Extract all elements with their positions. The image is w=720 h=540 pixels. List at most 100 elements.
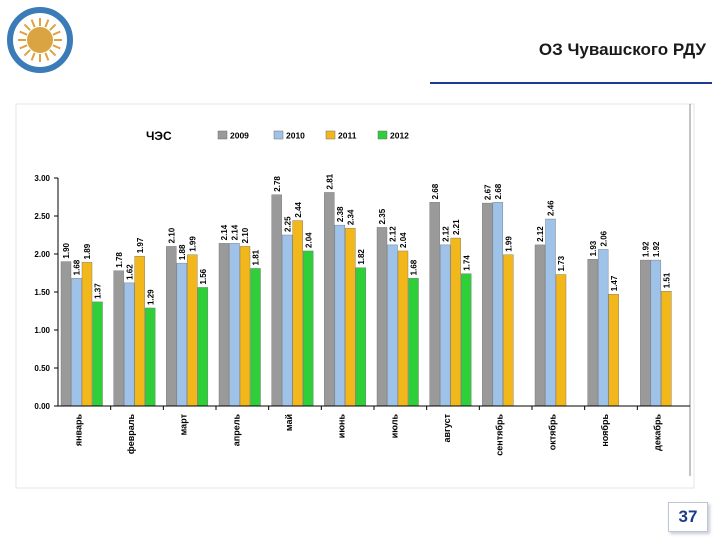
bar-2009-октябрь (534, 244, 546, 407)
bar-value-label: 2.12 (536, 226, 545, 242)
bar-value-label: 2.04 (399, 232, 408, 248)
logo-ray (49, 49, 57, 57)
bar-value-label: 2.78 (273, 176, 282, 192)
bar-2010-февраль (123, 282, 135, 407)
x-tick-label: июнь (337, 414, 347, 439)
bar-value-label: 1.93 (589, 240, 598, 256)
bar-value-label: 1.68 (410, 259, 419, 275)
logo-ray (23, 49, 31, 57)
bars (60, 192, 672, 407)
y-tick-label: 0.50 (34, 364, 50, 373)
x-tick-label: февраль (126, 414, 136, 455)
bar-value-label: 1.92 (652, 241, 661, 257)
logo-sun-icon (27, 27, 53, 53)
x-tick-label: ноябрь (600, 414, 610, 447)
chart-title: ЧЭС (146, 129, 172, 143)
bar-chart: ЧЭС 2009 2010 2011 2012 0.00 0.50 1.00 1.50 2.0… (15, 103, 695, 489)
x-tick-label: январь (73, 414, 83, 447)
bar-value-label: 2.10 (168, 227, 177, 243)
bar-value-label: 2.21 (452, 219, 461, 235)
bar-value-label: 2.14 (220, 224, 229, 240)
logo-ray (52, 30, 61, 36)
bar-labels: 1.901.681.891.371.781.621.971.292.101.88… (62, 173, 671, 305)
bar-2012-май (302, 250, 314, 407)
legend-swatch-2012 (377, 130, 388, 140)
bar-value-label: 1.37 (94, 283, 103, 299)
bar-2009-июль (376, 227, 388, 407)
logo-ray (44, 19, 50, 28)
bar-2011-октябрь (555, 274, 567, 407)
logo-ray (19, 44, 28, 50)
bar-2009-декабрь (640, 259, 651, 407)
bar-2009-январь (60, 261, 72, 407)
bar-2011-май (292, 220, 303, 407)
bar-2009-февраль (113, 270, 124, 407)
legend-label: 2012 (390, 131, 409, 141)
bar-value-label: 1.99 (189, 236, 198, 252)
bar-2012-июль (408, 278, 419, 407)
bar-value-label: 1.97 (136, 237, 145, 253)
bar-2012-август (460, 273, 472, 407)
page-number: 37 (678, 507, 698, 526)
bar-value-label: 1.47 (610, 275, 619, 291)
x-tick-label: апрель (231, 414, 241, 447)
bar-value-label: 1.29 (146, 289, 155, 305)
bar-2011-апрель (239, 246, 251, 407)
logo-ray (23, 23, 31, 31)
logo-ray (30, 52, 36, 61)
bar-value-label: 2.81 (326, 173, 335, 189)
bar-value-label: 2.68 (494, 183, 503, 199)
y-tick-label: 1.00 (34, 326, 50, 335)
header-divider (430, 82, 712, 84)
y-tick-label: 3.00 (34, 174, 50, 183)
page-title: ОЗ Чувашского РДУ (538, 40, 706, 59)
logo-ray (19, 30, 28, 36)
page-number-box: 37 (668, 502, 708, 532)
bar-value-label: 1.56 (199, 268, 208, 284)
bar-2012-апрель (250, 268, 261, 407)
x-tick-label: июль (389, 414, 399, 439)
bar-2012-январь (92, 301, 103, 407)
bar-value-label: 1.89 (83, 243, 92, 259)
x-tick-label: март (179, 413, 189, 435)
bar-2011-январь (81, 262, 93, 407)
bar-value-label: 2.67 (484, 184, 493, 200)
bar-value-label: 1.62 (125, 264, 134, 280)
legend-swatch-2010 (273, 130, 284, 140)
bar-value-label: 2.14 (231, 224, 240, 240)
company-logo (7, 7, 73, 73)
bar-value-label: 1.78 (115, 252, 124, 268)
bar-value-label: 2.04 (304, 232, 313, 248)
bar-value-label: 2.06 (599, 230, 608, 246)
logo-ray (44, 52, 50, 61)
bar-value-label: 1.90 (62, 242, 71, 258)
y-tick-label: 1.50 (34, 288, 50, 297)
bar-value-label: 2.68 (431, 183, 440, 199)
bar-2009-май (271, 194, 282, 407)
bar-2010-июнь (334, 224, 346, 407)
bar-value-label: 1.74 (462, 255, 471, 271)
logo-ring-icon (7, 7, 73, 73)
bar-2010-май (281, 234, 293, 407)
bar-value-label: 1.92 (642, 241, 651, 257)
bar-2009-август (429, 202, 440, 407)
bar-value-label: 1.99 (505, 236, 514, 252)
x-tick-label: октябрь (547, 414, 557, 451)
bar-2011-март (187, 254, 198, 407)
bar-value-label: 1.73 (557, 255, 566, 271)
bar-value-label: 1.82 (357, 249, 366, 265)
bar-2011-август (450, 237, 461, 407)
bar-2009-ноябрь (587, 259, 598, 407)
bar-2011-июль (397, 250, 409, 407)
bar-2010-март (176, 262, 188, 407)
bar-2010-апрель (229, 243, 240, 407)
legend-swatch-2011 (325, 130, 336, 140)
bar-2011-июнь (345, 227, 356, 407)
bar-2009-апрель (218, 243, 230, 407)
bar-2010-ноябрь (597, 249, 609, 407)
bar-2011-декабрь (661, 291, 672, 407)
bar-value-label: 2.12 (389, 226, 398, 242)
logo-ray (49, 23, 57, 31)
y-tick-label: 2.00 (34, 250, 50, 259)
bar-value-label: 1.51 (663, 272, 672, 288)
